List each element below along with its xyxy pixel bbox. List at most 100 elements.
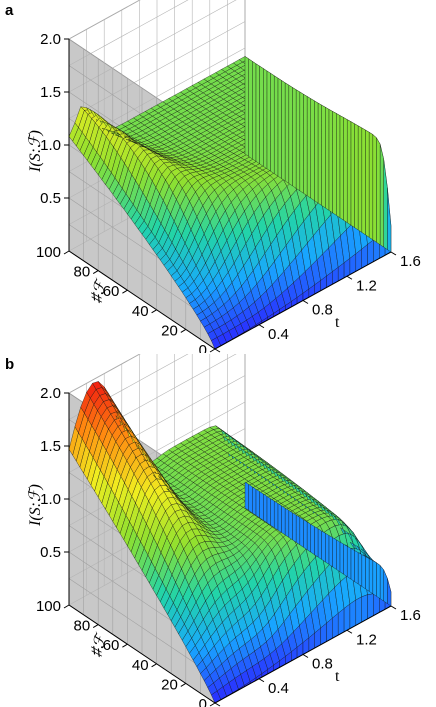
skirt-side — [354, 550, 359, 585]
t-tick — [302, 300, 309, 304]
grid-line — [68, 354, 141, 394]
skirt-side — [350, 548, 355, 582]
skirt-side — [244, 56, 249, 157]
panel-b: 0.0 0.4 0.8 1.2 1.6 0 20 40 60 80 100 0.5 1.0 1.5 2.0 t… — [0, 354, 436, 707]
panel-letter: a — [5, 2, 14, 19]
surface-mesh — [68, 381, 392, 704]
skirt-side — [266, 70, 271, 172]
surface-plot-a: 0.0 0.4 0.8 1.2 1.6 0 20 40 60 80 100 0.5 1.0 1.5 2.0 t… — [5, 0, 421, 353]
t-tick-label: 0.8 — [312, 656, 333, 673]
skirt-front — [338, 608, 345, 636]
skirt-side — [310, 98, 315, 201]
skirt-side — [321, 530, 326, 563]
z-tick-label: 2.0 — [40, 385, 61, 402]
t-tick-label: 1.2 — [356, 631, 377, 648]
skirt-side — [284, 507, 289, 538]
skirt-side — [376, 562, 381, 600]
t-tick — [390, 605, 397, 610]
skirt-side — [332, 537, 337, 570]
skirt-side — [325, 532, 330, 565]
z-tick-label: 1.0 — [40, 137, 61, 154]
n-axis-title: ♯ℱ — [87, 276, 111, 305]
skirt-side — [347, 119, 352, 226]
z-tick-label: 0.5 — [40, 544, 61, 561]
z-axis-title: I(S:ℱ) — [27, 484, 44, 527]
skirt-side — [317, 102, 322, 206]
z-tick-label: 2.0 — [40, 31, 61, 48]
n-tick — [92, 624, 99, 629]
skirt-side — [357, 125, 362, 233]
skirt-side — [350, 121, 355, 228]
skirt-side — [274, 500, 279, 531]
skirt-side — [343, 117, 348, 223]
panel-letter: b — [5, 356, 14, 373]
skirt-side — [383, 159, 388, 250]
skirt-side — [365, 556, 370, 592]
n-tick — [209, 348, 216, 353]
skirt-side — [325, 106, 330, 211]
skirt-side — [281, 80, 286, 182]
n-tick — [63, 604, 70, 609]
skirt-side — [314, 526, 319, 558]
n-tick — [180, 682, 187, 687]
surface-skirt — [214, 56, 392, 350]
skirt-side — [336, 539, 341, 573]
z-axis-title: I(S:ℱ) — [27, 130, 44, 173]
skirt-front — [367, 239, 374, 266]
n-tick-label: 60 — [103, 283, 120, 300]
skirt-side — [266, 495, 271, 526]
skirt-front — [361, 594, 368, 623]
z-tick-label: 1.0 — [40, 491, 61, 508]
n-tick-label: 100 — [36, 244, 61, 261]
skirt-side — [383, 569, 388, 604]
skirt-side — [252, 486, 257, 516]
skirt-side — [361, 554, 366, 590]
skirt-side — [376, 137, 381, 246]
grid-line — [68, 0, 189, 66]
skirt-side — [379, 144, 384, 248]
t-tick — [346, 629, 353, 634]
skirt-side — [361, 127, 366, 236]
skirt-front — [367, 593, 374, 620]
n-tick-label: 40 — [132, 657, 149, 674]
t-axis-title: t — [335, 314, 340, 331]
skirt-side — [270, 498, 275, 528]
skirt-front — [343, 603, 351, 633]
skirt-side — [288, 84, 293, 187]
skirt-front — [355, 596, 362, 626]
t-tick — [214, 702, 221, 707]
n-tick — [180, 328, 187, 333]
n-tick — [151, 309, 157, 314]
panel-a: 0.0 0.4 0.8 1.2 1.6 0 20 40 60 80 100 0.5 1.0 1.5 2.0 t… — [0, 0, 436, 353]
t-tick — [258, 324, 265, 329]
skirt-side — [339, 115, 344, 221]
n-tick-label: 20 — [161, 322, 178, 339]
skirt-side — [295, 89, 300, 192]
skirt-side — [288, 510, 293, 541]
t-axis-title: t — [335, 668, 340, 685]
skirt-side — [387, 578, 392, 607]
z-tick-label: 1.5 — [40, 84, 61, 101]
skirt-side — [292, 87, 297, 189]
t-tick-label: 1.2 — [356, 277, 377, 294]
n-tick-label: 0 — [199, 696, 207, 707]
n-tick — [122, 289, 128, 294]
skirt-side — [303, 519, 308, 551]
skirt-side — [299, 516, 304, 548]
skirt-side — [295, 514, 300, 546]
skirt-side — [274, 75, 279, 177]
skirt-side — [299, 91, 304, 194]
skirt-side — [292, 512, 297, 543]
skirt-side — [328, 535, 333, 568]
skirt-side — [310, 523, 315, 555]
n-tick — [151, 663, 157, 668]
z-tick-label: 0.5 — [40, 190, 61, 207]
skirt-side — [259, 491, 264, 521]
skirt-side — [387, 187, 392, 253]
skirt-side — [368, 558, 373, 595]
skirt-side — [321, 104, 326, 209]
skirt-side — [317, 528, 322, 560]
n-tick-label: 20 — [161, 676, 178, 693]
n-axis-title: ♯ℱ — [87, 630, 111, 659]
t-tick — [214, 348, 221, 353]
